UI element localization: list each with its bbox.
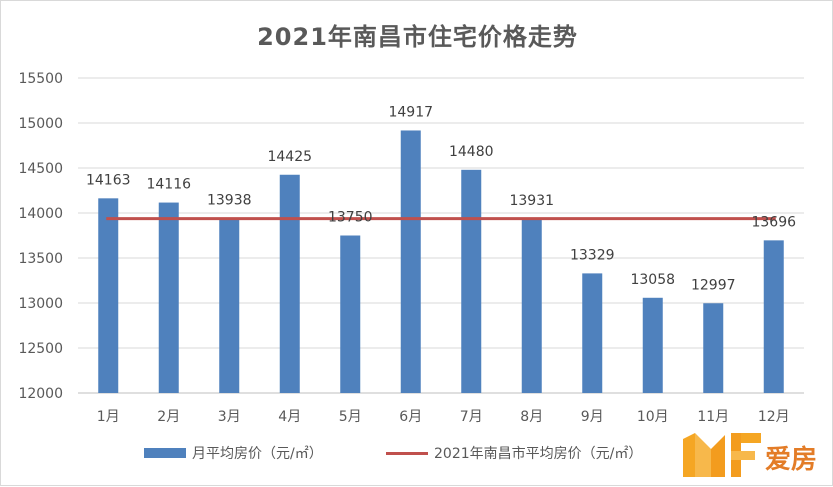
watermark-text: 爱房 (765, 445, 818, 475)
data-label: 13329 (570, 247, 615, 263)
x-tick-label: 4月 (278, 409, 301, 425)
y-tick-label: 13000 (18, 296, 63, 312)
y-tick-label: 13500 (18, 251, 63, 267)
data-label: 14163 (86, 172, 131, 188)
y-tick-label: 12000 (18, 386, 63, 402)
x-tick-label: 3月 (218, 409, 241, 425)
data-label: 14917 (388, 104, 433, 120)
x-tick-label: 10月 (637, 409, 669, 425)
legend-item-average: 2021年南昌市平均房价（元/㎡） (386, 443, 642, 463)
x-tick-label: 7月 (460, 409, 483, 425)
data-label: 13931 (509, 193, 554, 209)
data-label: 13938 (207, 193, 252, 209)
bar (642, 297, 663, 393)
data-label: 13696 (751, 214, 796, 230)
bar (400, 130, 421, 393)
y-tick-label: 15000 (18, 116, 63, 132)
chart-title: 2021年南昌市住宅价格走势 (257, 23, 578, 51)
x-tick-label: 9月 (581, 409, 604, 425)
x-tick-label: 5月 (339, 409, 362, 425)
x-axis-ticks: 1月 2月 3月 4月 5月 6月 7月 8月 9月 10月 11月 12月 (97, 409, 790, 425)
bar (582, 273, 603, 393)
x-tick-label: 8月 (520, 409, 543, 425)
legend: 月平均房价（元/㎡） 2021年南昌市平均房价（元/㎡） (1, 443, 833, 467)
x-tick-label: 1月 (97, 409, 120, 425)
bar (763, 240, 784, 393)
y-axis-ticks: 12000 12500 13000 13500 14000 14500 15000 15500 (18, 71, 63, 402)
bar (219, 218, 240, 393)
x-tick-label: 11月 (697, 409, 729, 425)
data-labels: 14163 14116 13938 14425 13750 14917 14480 13931… (86, 104, 796, 293)
bar (703, 303, 724, 393)
bar (521, 219, 542, 393)
data-label: 14116 (146, 177, 191, 193)
bar (340, 235, 361, 393)
data-label: 13058 (630, 272, 675, 288)
legend-label-average: 2021年南昌市平均房价（元/㎡） (434, 446, 643, 462)
bar (461, 169, 482, 393)
bar (279, 174, 300, 393)
bar (98, 198, 119, 393)
y-tick-label: 14000 (18, 206, 63, 222)
legend-item-monthly: 月平均房价（元/㎡） (144, 443, 323, 463)
x-tick-label: 6月 (399, 409, 422, 425)
x-tick-label: 2月 (157, 409, 180, 425)
data-label: 12997 (691, 277, 736, 293)
y-tick-label: 15500 (18, 71, 63, 87)
data-label: 14425 (267, 149, 312, 165)
bar (158, 202, 179, 393)
x-tick-label: 12月 (758, 409, 790, 425)
gridlines (78, 77, 804, 394)
legend-swatch-line (386, 451, 428, 455)
y-tick-label: 14500 (18, 161, 63, 177)
y-tick-label: 12500 (18, 341, 63, 357)
hf-logo-icon (683, 433, 761, 477)
legend-label-monthly: 月平均房价（元/㎡） (192, 446, 323, 462)
legend-swatch-bar (144, 448, 186, 458)
data-label: 14480 (449, 144, 494, 160)
data-label: 13750 (328, 210, 373, 226)
bar-series (98, 130, 784, 393)
